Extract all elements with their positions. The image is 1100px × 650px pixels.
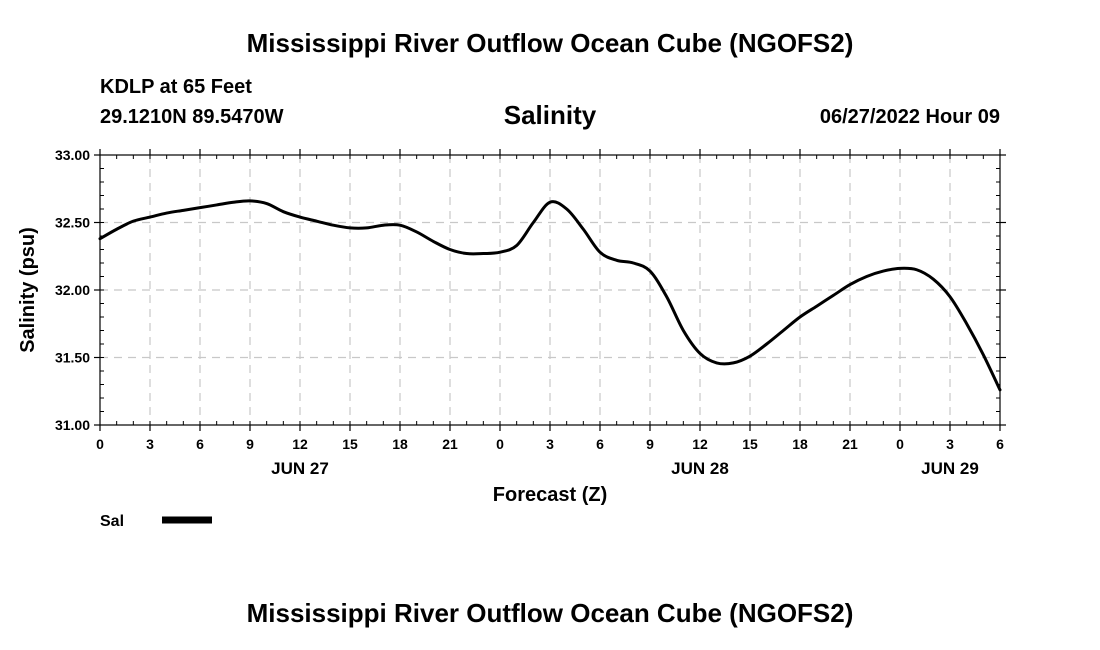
y-axis-tick-labels: 31.00 31.50 32.00 32.50 33.00 [55,147,90,433]
x-tick-label: 18 [392,436,408,452]
x-tick-label: 6 [596,436,604,452]
x-tick-label: 0 [496,436,504,452]
x-tick-label: 12 [692,436,708,452]
footer-title: Mississippi River Outflow Ocean Cube (NG… [246,598,854,628]
date-label: JUN 27 [271,459,329,478]
x-tick-label: 6 [196,436,204,452]
y-tick-label: 32.00 [55,282,90,298]
x-tick-label: 21 [442,436,458,452]
x-axis-tick-labels: 0 3 6 9 12 15 18 21 0 3 6 9 12 15 18 21 0 3 6 [96,436,1004,452]
x-axis-date-labels: JUN 27 JUN 28 JUN 29 [271,459,979,478]
y-tick-label: 32.50 [55,215,90,231]
minor-ticks [99,154,1001,426]
chart-main-title: Mississippi River Outflow Ocean Cube (NG… [246,28,854,58]
x-tick-label: 3 [546,436,554,452]
series-line-sal [98,199,1002,392]
variable-title: Salinity [503,100,597,130]
major-ticks [94,149,1006,431]
x-tick-label: 3 [946,436,954,452]
x-tick-label: 6 [996,436,1004,452]
x-tick-label: 12 [292,436,308,452]
x-axis-label: Forecast (Z) [493,484,607,506]
x-tick-label: 9 [246,436,254,452]
y-tick-label: 31.50 [55,350,90,366]
y-axis-label: Salinity (psu) [17,227,39,353]
y-tick-label: 33.00 [55,147,90,163]
date-label: JUN 29 [921,459,979,478]
forecast-datetime: 06/27/2022 Hour 09 [819,106,1000,128]
grid-lines [100,155,1000,425]
x-tick-label: 0 [896,436,904,452]
station-coordinates: 29.1210N 89.5470W [100,106,284,128]
x-tick-label: 3 [146,436,154,452]
station-label: KDLP at 65 Feet [100,76,252,98]
x-tick-label: 21 [842,436,858,452]
y-tick-label: 31.00 [55,417,90,433]
x-tick-label: 15 [342,436,358,452]
x-tick-label: 9 [646,436,654,452]
date-label: JUN 28 [671,459,729,478]
x-tick-label: 0 [96,436,104,452]
x-tick-label: 15 [742,436,758,452]
x-tick-label: 18 [792,436,808,452]
legend: Sal [100,513,212,530]
legend-label-sal: Sal [100,513,124,530]
